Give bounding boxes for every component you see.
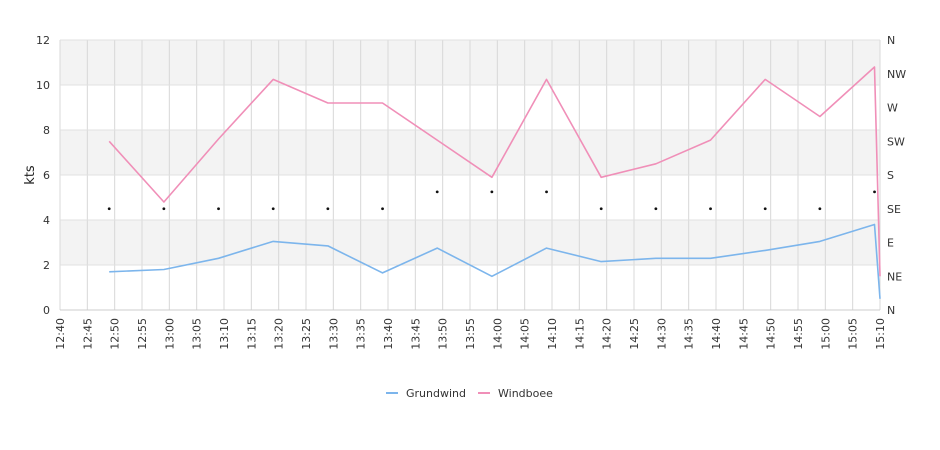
x-axis-ticks: 12:40 12:45 12:50 12:55 13:00 13:05 13:10 13:15… [54, 318, 887, 350]
direction-marker [217, 207, 220, 211]
direction-marker [545, 190, 548, 194]
x-tick-label: 14:35 [683, 318, 696, 350]
series-line-windboee [108, 66, 881, 277]
x-tick-label: 12:50 [109, 318, 122, 350]
x-tick-label: 13:45 [409, 318, 422, 350]
direction-marker [271, 207, 275, 211]
y-tick-label: 12 [36, 34, 50, 47]
y-axis-ticks: 0 2 4 6 8 10 12 [36, 34, 50, 317]
x-tick-label: 14:10 [546, 318, 559, 350]
x-tick-label: 13:40 [382, 318, 395, 350]
legend-item-grundwind[interactable]: Grundwind [386, 387, 466, 400]
direction-marker [381, 207, 384, 211]
y2-tick-label: NW [887, 68, 906, 81]
x-tick-label: 12:55 [136, 318, 149, 350]
x-tick-label: 14:25 [628, 318, 641, 350]
direction-marker [435, 190, 439, 194]
x-tick-label: 14:05 [519, 318, 532, 350]
x-tick-label: 13:05 [191, 318, 204, 350]
y-tick-label: 4 [43, 214, 50, 227]
x-tick-label: 14:45 [737, 318, 750, 350]
y-tick-label: 10 [36, 79, 50, 92]
direction-markers [107, 190, 876, 211]
series-lines [108, 66, 881, 299]
y2-tick-label: N [887, 304, 895, 317]
direction-marker [709, 207, 712, 211]
y2-axis-ticks: N NE E SE S SW W NW N [887, 34, 906, 317]
direction-marker [326, 207, 330, 211]
x-tick-label: 14:50 [765, 318, 778, 350]
legend-item-windboee[interactable]: Windboee [478, 387, 553, 400]
x-tick-label: 13:15 [245, 318, 258, 350]
direction-marker [599, 207, 603, 211]
x-tick-label: 14:30 [655, 318, 668, 350]
legend-label: Windboee [498, 387, 553, 400]
direction-marker [818, 207, 822, 211]
x-tick-label: 13:10 [218, 318, 231, 350]
x-tick-label: 14:20 [601, 318, 614, 350]
direction-marker [873, 190, 876, 194]
y2-tick-label: E [887, 237, 894, 250]
direction-marker [107, 207, 111, 211]
x-tick-label: 14:55 [792, 318, 805, 350]
x-tick-label: 12:40 [54, 318, 67, 350]
series-line-grundwind [109, 223, 881, 299]
direction-marker [490, 190, 494, 194]
y-tick-label: 6 [43, 169, 50, 182]
y2-tick-label: NE [887, 270, 902, 283]
y2-tick-label: SW [887, 135, 905, 148]
x-tick-label: 12:45 [81, 318, 94, 350]
x-tick-label: 13:55 [464, 318, 477, 350]
direction-marker [763, 207, 767, 211]
x-tick-label: 14:40 [710, 318, 723, 350]
x-tick-label: 13:00 [163, 318, 176, 350]
x-tick-label: 14:15 [573, 318, 586, 350]
legend-label: Grundwind [406, 387, 466, 400]
y2-tick-label: SE [887, 203, 901, 216]
x-tick-label: 13:20 [273, 318, 286, 350]
y2-tick-label: S [887, 169, 894, 182]
x-tick-label: 14:00 [491, 318, 504, 350]
x-tick-label: 15:00 [819, 318, 832, 350]
x-tick-label: 13:25 [300, 318, 313, 350]
x-tick-label: 15:05 [847, 318, 860, 350]
y-tick-label: 0 [43, 304, 50, 317]
x-tick-label: 13:35 [355, 318, 368, 350]
y-tick-label: 2 [43, 259, 50, 272]
direction-marker [654, 207, 658, 211]
y-tick-label: 8 [43, 124, 50, 137]
y2-tick-label: N [887, 34, 895, 47]
y2-tick-label: W [887, 102, 898, 115]
x-tick-label: 13:30 [327, 318, 340, 350]
x-tick-label: 15:10 [874, 318, 887, 350]
y-axis-title: kts [23, 165, 38, 185]
x-tick-label: 13:50 [437, 318, 450, 350]
direction-marker [162, 207, 166, 211]
legend[interactable]: Grundwind Windboee [386, 387, 553, 400]
